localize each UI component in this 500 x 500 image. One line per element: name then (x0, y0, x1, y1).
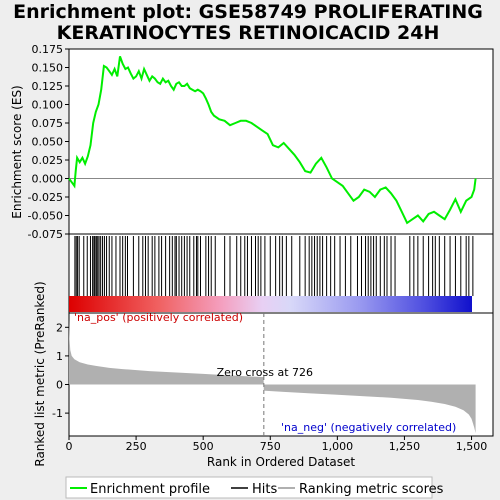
legend-hits-label: Hits (252, 482, 277, 497)
es-y-tick-label: 0.175 (32, 43, 64, 56)
legend: Enrichment profile Hits Ranking metric s… (65, 476, 444, 499)
pos-correlated-label: 'na_pos' (positively correlated) (74, 311, 243, 324)
metric-y-tick-label: -1 (52, 407, 63, 420)
zero-cross-label: Zero cross at 726 (217, 366, 313, 379)
chart-title-line2: KERATINOCYTES RETINOICACID 24H (57, 22, 440, 44)
es-y-tick-label: -0.025 (28, 191, 63, 204)
metric-y-tick-label: 1 (56, 350, 63, 363)
x-tick-label: 1,500 (456, 440, 488, 453)
es-y-axis-label: Enrichment score (ES) (10, 85, 24, 218)
legend-box (65, 476, 433, 499)
es-y-tick-label: 0.100 (32, 99, 64, 112)
es-plot-area (68, 48, 494, 235)
hits-panel (68, 233, 494, 314)
neg-correlated-label: 'na_neg' (negatively correlated) (281, 421, 456, 434)
x-tick-label: 0 (66, 440, 73, 453)
metric-y-tick-label: 2 (56, 321, 63, 334)
es-y-tick-label: -0.075 (28, 228, 63, 241)
x-tick-label: 1,250 (389, 440, 421, 453)
x-axis-label: Rank in Ordered Dataset (207, 455, 355, 469)
enrichment-profile-line (68, 56, 477, 225)
legend-enrichment-label: Enrichment profile (90, 482, 210, 497)
es-y-tick-label: 0.050 (32, 136, 64, 149)
es-y-tick-label: -0.050 (28, 210, 63, 223)
chart-title-line1: Enrichment plot: GSE58749 PROLIFERATING (13, 1, 483, 23)
x-axis-ticks: 0 250 500 750 1,000 1,250 1,500 (66, 436, 488, 453)
metric-y-axis-ticks: -1 0 1 2 (52, 321, 69, 420)
es-y-axis-ticks: -0.075 -0.050 -0.025 0.000 0.025 0.050 0.075 0.… (28, 43, 69, 241)
hit-lines (74, 236, 474, 296)
es-y-tick-label: 0.150 (32, 62, 64, 75)
enrichment-score-panel: -0.075 -0.050 -0.025 0.000 0.025 0.050 0.075 0.… (10, 43, 494, 241)
x-tick-label: 1,000 (322, 440, 354, 453)
x-tick-label: 500 (193, 440, 214, 453)
es-y-tick-label: 0.125 (32, 80, 64, 93)
ranking-metric-panel: Zero cross at 726 'na_pos' (positively c… (33, 281, 494, 469)
x-tick-label: 750 (260, 440, 281, 453)
x-tick-label: 250 (126, 440, 147, 453)
ranking-metric-area (69, 318, 476, 434)
ranking-heat-bar (69, 296, 472, 312)
metric-y-axis-label: Ranked list metric (PreRanked) (33, 281, 47, 466)
es-y-tick-label: 0.000 (32, 173, 64, 186)
metric-y-tick-label: 0 (56, 379, 63, 392)
es-y-tick-label: 0.075 (32, 117, 64, 130)
es-y-tick-label: 0.025 (32, 154, 64, 167)
legend-metric-label: Ranking metric scores (299, 482, 444, 497)
